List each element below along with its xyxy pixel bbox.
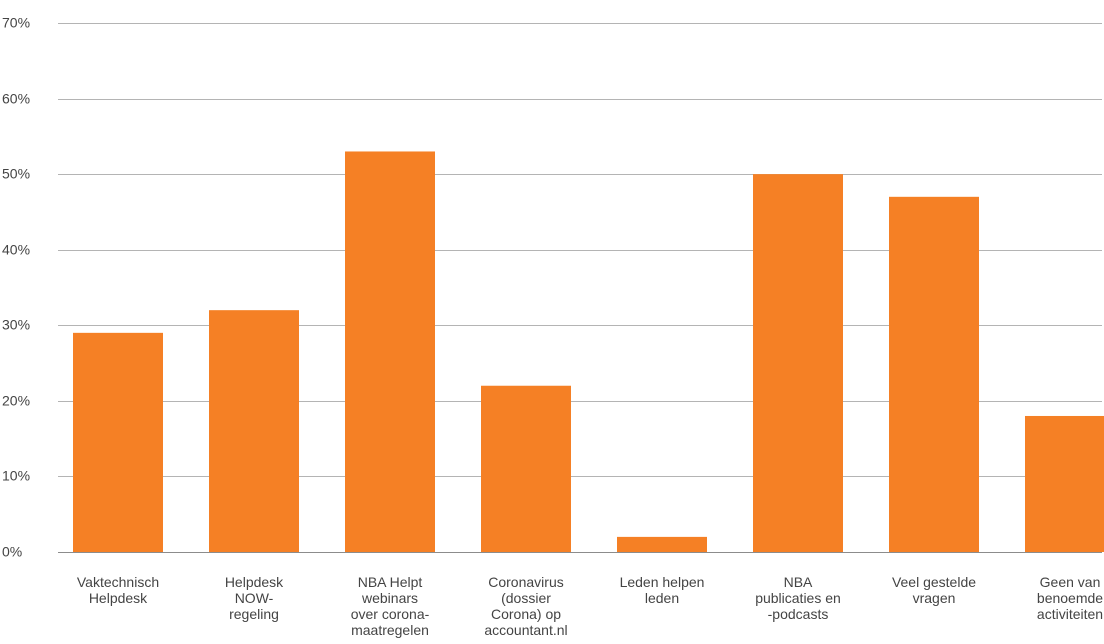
- y-tick-label: 20%: [2, 393, 30, 409]
- bar-1: [73, 332, 163, 552]
- y-tick-label: 0%: [2, 544, 22, 560]
- x-category-label-line: leden: [645, 590, 679, 606]
- x-category-label: Vaktechnisch Helpdesk: [77, 574, 159, 606]
- x-category-label: Helpdesk NOW-regeling: [225, 574, 284, 622]
- x-category-label: NBA publicaties en -podcasts: [755, 574, 841, 622]
- x-category-label-line: Leden helpen: [620, 574, 705, 590]
- bar-5: [617, 536, 707, 552]
- x-category-label: Veel gestelde vragen: [892, 574, 976, 606]
- x-category-label-line: accountant.nl: [484, 622, 567, 638]
- x-category-label-line: Geen van: [1040, 574, 1101, 590]
- bar-4: [481, 385, 571, 552]
- x-category-label-line: NBA Helpt: [358, 574, 423, 590]
- x-category-label: Leden helpen leden: [620, 574, 705, 606]
- x-category-label-line: benoemde: [1037, 590, 1103, 606]
- bar-7: [889, 196, 979, 553]
- y-tick-label: 60%: [2, 91, 30, 107]
- x-category-label: Coronavirus (dossier Corona) op accountant.…: [484, 574, 567, 638]
- x-category-label-line: Veel gestelde: [892, 574, 976, 590]
- x-category-label-line: NBA: [784, 574, 813, 590]
- y-tick-label: 70%: [2, 15, 30, 31]
- x-category-label-line: maatregelen: [351, 622, 429, 638]
- x-category-label-line: Helpdesk: [225, 574, 284, 590]
- bar-8: [1025, 415, 1104, 552]
- x-category-label-line: publicaties en: [755, 590, 841, 606]
- y-axis-tick-labels: 0% 10% 20% 30% 40% 50% 60% 70%: [2, 15, 30, 560]
- x-category-label: Geen van benoemde activiteiten: [1037, 574, 1103, 622]
- x-category-label-line: over corona-: [351, 606, 430, 622]
- x-category-label-line: vragen: [913, 590, 956, 606]
- y-tick-label: 40%: [2, 242, 30, 258]
- x-category-label-line: NOW-: [235, 590, 274, 606]
- x-category-label-line: Helpdesk: [89, 590, 148, 606]
- x-category-label-line: -podcasts: [768, 606, 829, 622]
- x-category-label-line: Coronavirus: [488, 574, 563, 590]
- y-tick-label: 30%: [2, 317, 30, 333]
- bar-2: [209, 310, 299, 552]
- x-category-label-line: regeling: [229, 606, 279, 622]
- bars: [73, 151, 1104, 553]
- x-category-label-line: Vaktechnisch: [77, 574, 159, 590]
- x-category-label-line: activiteiten: [1037, 606, 1103, 622]
- x-category-label: NBA Helpt webinars over corona-maatregelen: [351, 574, 430, 638]
- y-tick-label: 10%: [2, 468, 30, 484]
- x-category-label-line: Corona) op: [491, 606, 561, 622]
- bar-3: [345, 151, 435, 552]
- bar-6: [753, 174, 843, 552]
- y-tick-label: 50%: [2, 166, 30, 182]
- x-category-label-line: webinars: [361, 590, 418, 606]
- x-category-label-line: (dossier: [501, 590, 551, 606]
